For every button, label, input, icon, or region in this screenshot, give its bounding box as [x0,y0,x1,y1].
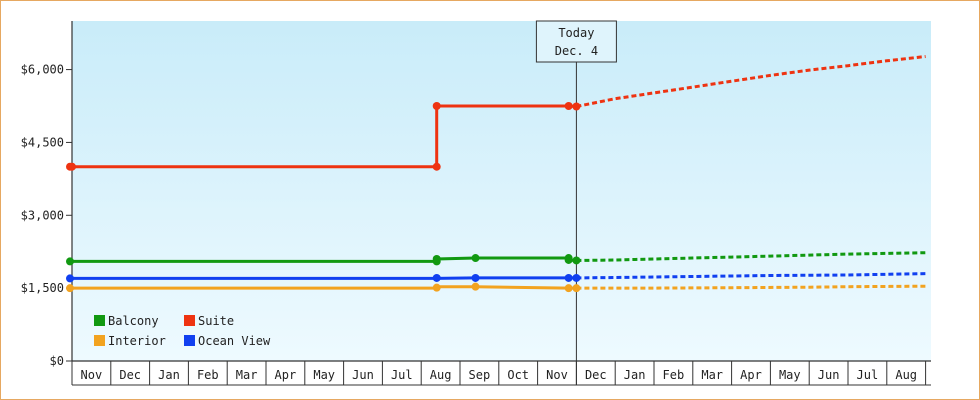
suite-point [432,102,441,110]
x-tick-label: Jul [391,368,413,382]
y-axis: $0 $1,500 $3,000 $4,500 $6,000 [21,21,73,368]
legend-label: Ocean View [198,334,271,348]
suite-point [564,102,573,110]
x-tick-label: Nov [81,368,103,382]
legend-swatch [184,315,195,326]
suite-start-point [66,162,74,171]
x-axis: Nov Dec Jan Feb Mar Apr May Jun Jul Aug Sep Oct Nov D… [71,360,931,386]
today-box [535,20,617,63]
x-tick-label: Aug [895,368,917,382]
x-tick-label: Mar [701,368,723,382]
interior-point [572,284,581,293]
ocean-view-start-point [66,274,74,283]
y-tick-label: $1,500 [21,281,64,295]
interior-point [564,284,573,293]
x-tick-label: Feb [197,368,219,382]
y-tick-label: $6,000 [21,63,64,77]
today-marker: Today Dec. 4 [535,20,617,385]
ocean-view-point [572,273,581,282]
interior-start-point [66,284,74,293]
legend-label: Balcony [108,314,159,328]
ocean-view-forecast-line [576,272,926,280]
legend-swatch [94,335,105,346]
x-tick-label: Mar [236,368,258,382]
y-tick-label: $0 [50,354,64,368]
series-group [66,55,926,293]
suite-point [572,102,581,111]
x-tick-label: Jun [818,368,840,382]
x-tick-label: Jul [857,368,879,382]
x-tick-label: Jun [352,368,374,382]
x-tick-label: Apr [275,368,297,382]
x-tick-label: Feb [663,368,685,382]
balcony-point [471,254,480,263]
plot-background [72,21,931,361]
x-tick-label: Oct [507,368,529,382]
x-tick-label: Dec [119,368,141,382]
suite-forecast-line [576,55,926,108]
x-tick-label: Dec [585,368,607,382]
ocean-view-point [432,273,441,282]
balcony-point [432,255,441,263]
legend-label: Interior [108,334,166,348]
legend-swatch [94,315,105,326]
legend-label: Suite [198,314,234,328]
y-tick-label: $4,500 [21,135,64,149]
x-tick-label: May [779,368,801,382]
balcony-point [572,256,581,265]
y-tick-label: $3,000 [21,208,64,222]
today-date: Dec. 4 [555,44,598,58]
x-tick-label: Sep [469,368,491,382]
legend-swatch [184,335,195,346]
x-tick-label: Jan [624,368,646,382]
interior-forecast-line [576,284,926,290]
x-tick-label: Aug [430,368,452,382]
balcony-point [564,255,573,264]
legend: Balcony Suite Interior Ocean View [94,314,271,348]
ocean-view-point [471,273,480,282]
x-tick-label: Apr [740,368,762,382]
ocean-view-price-line [72,276,577,280]
balcony-forecast-line [576,251,926,262]
today-label: Today [558,26,594,40]
x-tick-label: May [313,368,335,382]
suite-point [432,162,441,171]
interior-point [471,282,480,291]
balcony-start-point [66,257,74,266]
interior-price-line [72,285,577,290]
interior-point [432,283,441,292]
ocean-view-point [564,273,573,282]
x-tick-label: Jan [158,368,180,382]
x-tick-label: Nov [546,368,568,382]
